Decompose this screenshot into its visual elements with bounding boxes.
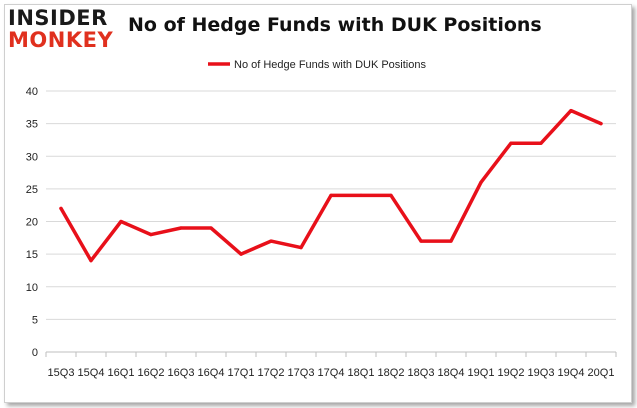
data-point <box>179 226 183 230</box>
data-point <box>119 219 123 224</box>
y-tick-label: 25 <box>26 184 38 196</box>
x-tick-label: 20Q1 <box>588 367 615 379</box>
data-point <box>239 252 243 256</box>
y-tick-label: 0 <box>32 347 38 359</box>
data-point <box>419 239 423 243</box>
x-tick-label: 17Q3 <box>288 367 315 379</box>
data-point <box>359 193 363 197</box>
x-tick-label: 15Q3 <box>48 367 75 379</box>
chart-title: No of Hedge Funds with DUK Positions <box>128 14 542 36</box>
x-tick-label: 16Q2 <box>138 367 165 379</box>
legend-label: No of Hedge Funds with DUK Positions <box>234 59 426 71</box>
y-tick-label: 5 <box>32 314 38 326</box>
x-tick-label: 19Q3 <box>528 367 555 379</box>
data-point <box>89 259 93 263</box>
x-tick-label: 18Q2 <box>378 367 405 379</box>
x-tick-label: 16Q4 <box>198 367 225 379</box>
x-tick-label: 18Q3 <box>408 367 435 379</box>
y-tick-label: 20 <box>26 217 38 229</box>
x-tick-label: 18Q4 <box>438 367 465 379</box>
data-point <box>299 246 303 250</box>
data-point <box>539 141 543 145</box>
y-tick-label: 30 <box>26 151 38 163</box>
x-tick-label: 17Q2 <box>258 367 285 379</box>
y-tick-label: 10 <box>26 282 38 294</box>
x-tick-label: 17Q1 <box>228 367 255 379</box>
logo-word-bottom: MONKEY <box>8 28 114 52</box>
data-point <box>599 122 603 126</box>
logo-word-top: INSIDER <box>8 6 108 30</box>
y-tick-label: 40 <box>26 86 38 98</box>
series-line <box>59 108 603 263</box>
data-point <box>509 141 513 145</box>
y-tick-label: 35 <box>26 119 38 131</box>
x-tick-label: 16Q3 <box>168 367 195 379</box>
data-point <box>389 193 393 197</box>
x-tick-label: 19Q4 <box>558 367 585 379</box>
chart-frame <box>4 4 632 403</box>
y-tick-label: 15 <box>26 249 38 261</box>
data-point <box>59 206 63 211</box>
x-tick-label: 19Q1 <box>468 367 495 379</box>
x-tick-label: 16Q1 <box>108 367 135 379</box>
data-point <box>149 232 153 237</box>
x-tick-label: 15Q4 <box>78 367 105 379</box>
data-point <box>269 239 273 243</box>
data-point <box>209 226 213 230</box>
data-point <box>479 180 483 184</box>
insider-monkey-logo: INSIDER MONKEY <box>8 6 120 56</box>
data-point <box>449 239 453 243</box>
data-point <box>569 108 573 113</box>
x-tick-label: 17Q4 <box>318 367 345 379</box>
x-tick-label: 19Q2 <box>498 367 525 379</box>
x-tick-label: 18Q1 <box>348 367 375 379</box>
data-point <box>329 193 333 197</box>
